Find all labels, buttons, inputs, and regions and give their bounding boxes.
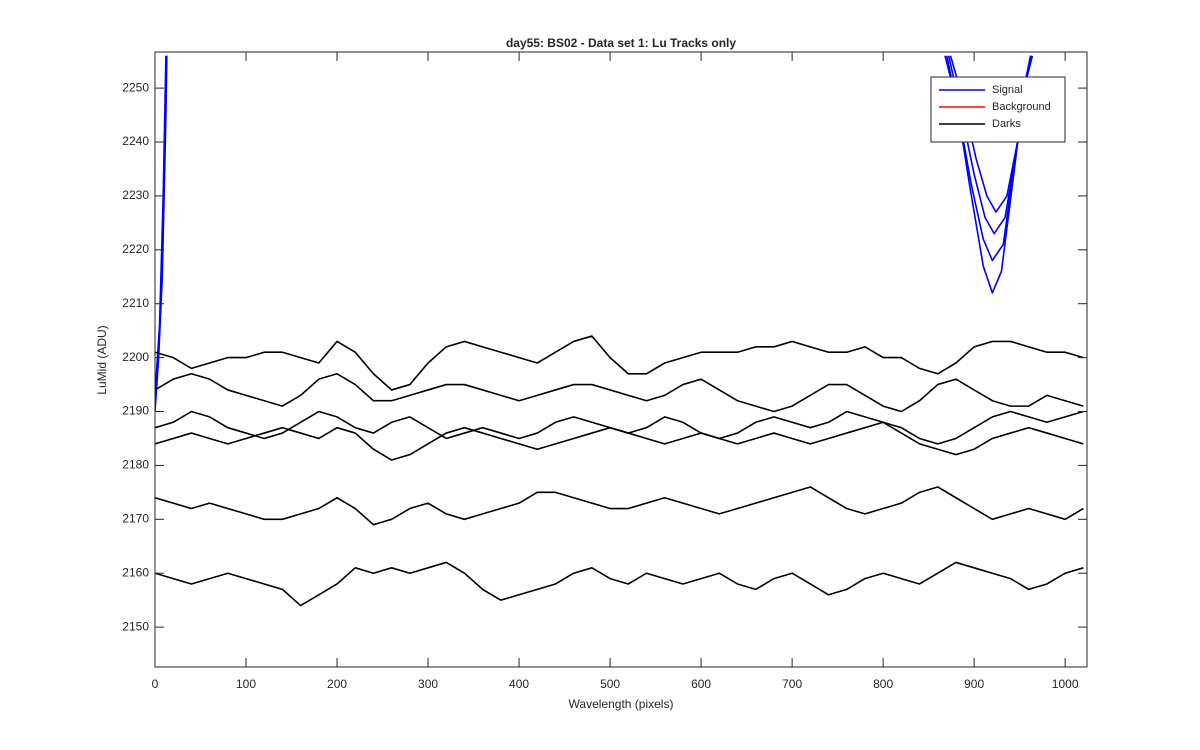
- series-line: [155, 55, 168, 412]
- x-tick-label: 400: [509, 677, 529, 691]
- x-tick-label: 900: [964, 677, 984, 691]
- y-tick-label: 2210: [122, 296, 149, 310]
- x-tick-label: 600: [691, 677, 711, 691]
- y-tick-label: 2200: [122, 350, 149, 364]
- x-tick-label: 1000: [1052, 677, 1079, 691]
- x-tick-label: 0: [152, 677, 159, 691]
- chart-title: day55: BS02 - Data set 1: Lu Tracks only: [506, 36, 736, 50]
- y-tick-label: 2240: [122, 134, 149, 148]
- y-axis-label: LuMid (ADU): [95, 325, 109, 394]
- axes-box: [154, 51, 1088, 668]
- series-line: [155, 561, 1084, 607]
- series-line: [155, 421, 1084, 461]
- y-tick-label: 2250: [122, 80, 149, 94]
- y-tick-label: 2160: [122, 565, 149, 579]
- x-axis-label: Wavelength (pixels): [569, 697, 674, 711]
- x-tick-label: 100: [236, 677, 256, 691]
- legend-label: Background: [992, 101, 1051, 113]
- y-tick-label: 2220: [122, 242, 149, 256]
- x-tick-label: 500: [600, 677, 620, 691]
- series-line: [155, 335, 1084, 391]
- series-line: [155, 372, 1084, 413]
- legend-box: [930, 76, 1066, 143]
- y-tick-label: 2150: [122, 619, 149, 633]
- legend-label: Darks: [992, 118, 1021, 130]
- x-tick-label: 800: [873, 677, 893, 691]
- y-tick-label: 2230: [122, 188, 149, 202]
- x-tick-label: 700: [782, 677, 802, 691]
- series-line: [155, 486, 1084, 526]
- y-tick-label: 2180: [122, 458, 149, 472]
- legend-label: Signal: [992, 84, 1023, 96]
- y-tick-label: 2190: [122, 404, 149, 418]
- y-tick-label: 2170: [122, 511, 149, 525]
- series-line: [155, 55, 167, 396]
- x-tick-label: 300: [418, 677, 438, 691]
- x-tick-label: 200: [327, 677, 347, 691]
